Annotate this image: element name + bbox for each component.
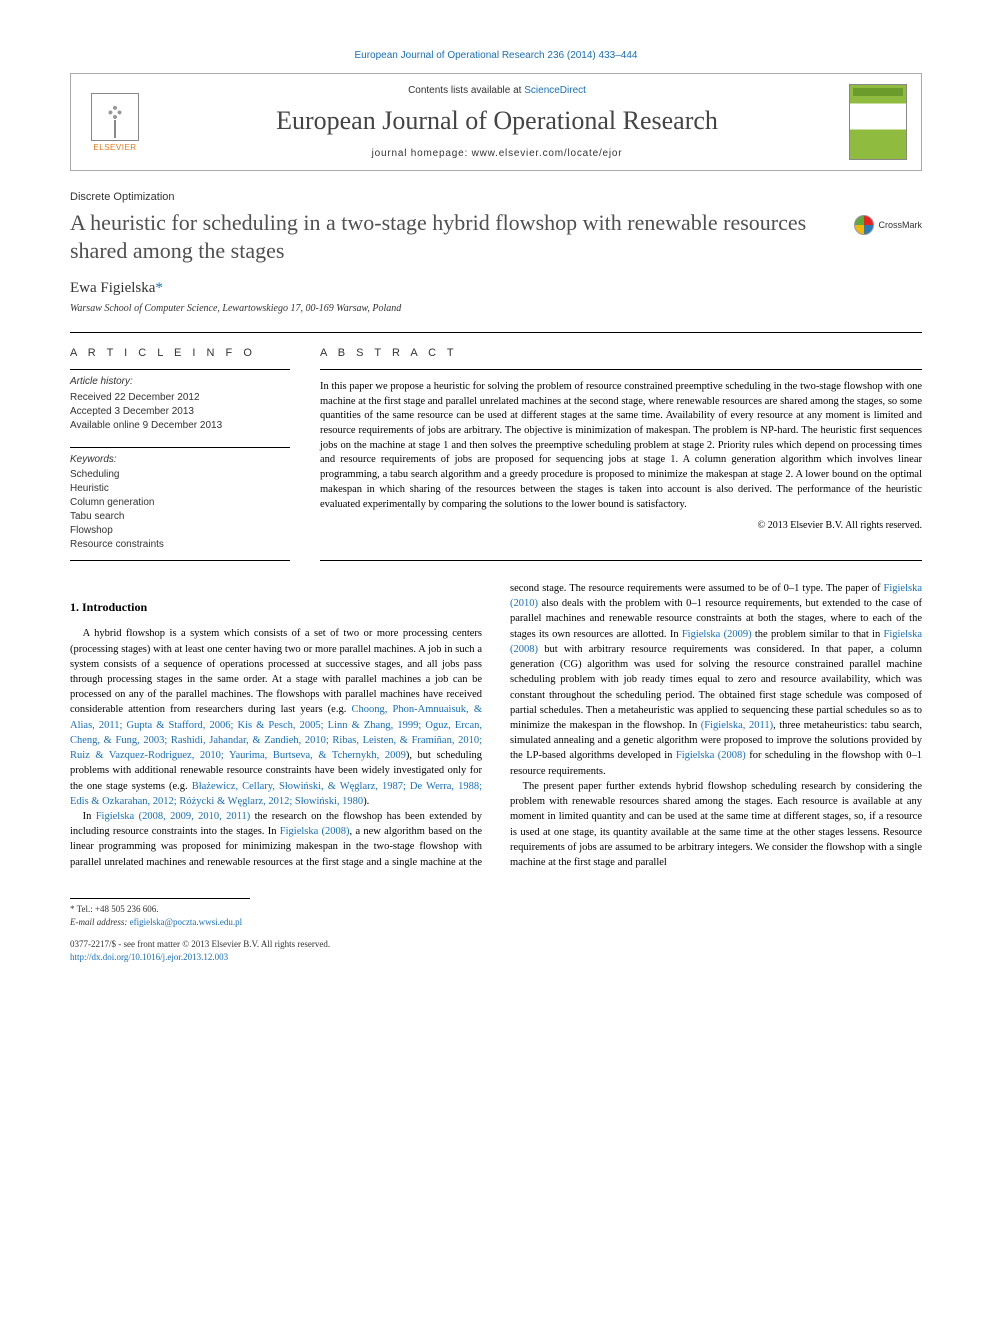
doi-link[interactable]: http://dx.doi.org/10.1016/j.ejor.2013.12…	[70, 952, 228, 962]
crossmark-label: CrossMark	[878, 220, 922, 230]
keyword: Tabu search	[70, 510, 290, 524]
keyword: Flowshop	[70, 524, 290, 538]
abstract-heading: A B S T R A C T	[320, 347, 922, 359]
article-info-column: A R T I C L E I N F O Article history: R…	[70, 347, 290, 561]
doi-prefix: http://dx.doi.org/	[70, 952, 131, 962]
received-date: Received 22 December 2012	[70, 391, 290, 405]
citation-header: European Journal of Operational Research…	[70, 50, 922, 61]
corresponding-phone: * Tel.: +48 505 236 606.	[70, 903, 250, 916]
body-text: 1. Introduction A hybrid flowshop is a s…	[70, 581, 922, 870]
article-title: A heuristic for scheduling in a two-stag…	[70, 209, 834, 264]
doi-value: 10.1016/j.ejor.2013.12.003	[131, 952, 228, 962]
keywords-label: Keywords:	[70, 454, 290, 465]
corresponding-mark[interactable]: *	[155, 280, 163, 296]
accepted-date: Accepted 3 December 2013	[70, 405, 290, 419]
masthead: ELSEVIER Contents lists available at Sci…	[70, 73, 922, 171]
issn-line: 0377-2217/$ - see front matter © 2013 El…	[70, 938, 922, 951]
homepage-line: journal homepage: www.elsevier.com/locat…	[159, 148, 835, 159]
info-heading: A R T I C L E I N F O	[70, 347, 290, 359]
elsevier-logo: ELSEVIER	[85, 87, 145, 157]
abstract-text: In this paper we propose a heuristic for…	[320, 369, 922, 512]
page-footer: * Tel.: +48 505 236 606. E-mail address:…	[70, 898, 922, 963]
elsevier-wordmark: ELSEVIER	[93, 143, 136, 152]
crossmark-icon	[854, 215, 874, 235]
author-email-link[interactable]: efigielska@poczta.wwsi.edu.pl	[130, 917, 243, 927]
keyword: Column generation	[70, 496, 290, 510]
abstract-column: A B S T R A C T In this paper we propose…	[320, 347, 922, 561]
body-paragraph: the problem similar to that in	[752, 629, 884, 640]
homepage-url[interactable]: www.elsevier.com/locate/ejor	[472, 148, 623, 159]
citation-link[interactable]: Figielska (2008)	[676, 750, 746, 761]
body-paragraph: In	[83, 811, 96, 822]
section-label: Discrete Optimization	[70, 191, 922, 203]
citation-link[interactable]: Figielska (2008, 2009, 2010, 2011)	[96, 811, 250, 822]
online-date: Available online 9 December 2013	[70, 419, 290, 433]
abstract-copyright: © 2013 Elsevier B.V. All rights reserved…	[320, 520, 922, 531]
author-affiliation: Warsaw School of Computer Science, Lewar…	[70, 303, 922, 314]
body-paragraph: ).	[363, 796, 369, 807]
homepage-prefix: journal homepage:	[372, 148, 472, 159]
crossmark-widget[interactable]: CrossMark	[854, 215, 922, 235]
citation-link[interactable]: Figielska (2008)	[280, 826, 350, 837]
sciencedirect-link[interactable]: ScienceDirect	[524, 85, 586, 96]
body-paragraph: A hybrid flowshop is a system which cons…	[70, 628, 482, 715]
body-paragraph: The present paper further extends hybrid…	[510, 779, 922, 870]
citation-link[interactable]: European Journal of Operational Research…	[355, 50, 638, 61]
keyword: Resource constraints	[70, 538, 290, 552]
elsevier-tree-icon	[91, 93, 139, 141]
keyword: Scheduling	[70, 468, 290, 482]
history-label: Article history:	[70, 369, 290, 387]
citation-link[interactable]: (Figielska, 2011)	[701, 720, 773, 731]
journal-cover-thumb	[849, 84, 907, 160]
journal-name: European Journal of Operational Research	[159, 106, 835, 136]
contents-prefix: Contents lists available at	[408, 85, 524, 96]
intro-heading: 1. Introduction	[70, 599, 482, 616]
keyword: Heuristic	[70, 482, 290, 496]
contents-line: Contents lists available at ScienceDirec…	[159, 85, 835, 96]
author-text: Ewa Figielska	[70, 280, 155, 296]
author-name: Ewa Figielska*	[70, 280, 922, 297]
email-label: E-mail address:	[70, 917, 130, 927]
citation-link[interactable]: Figielska (2009)	[682, 629, 752, 640]
body-paragraph: but with arbitrary resource requirements…	[510, 644, 922, 731]
